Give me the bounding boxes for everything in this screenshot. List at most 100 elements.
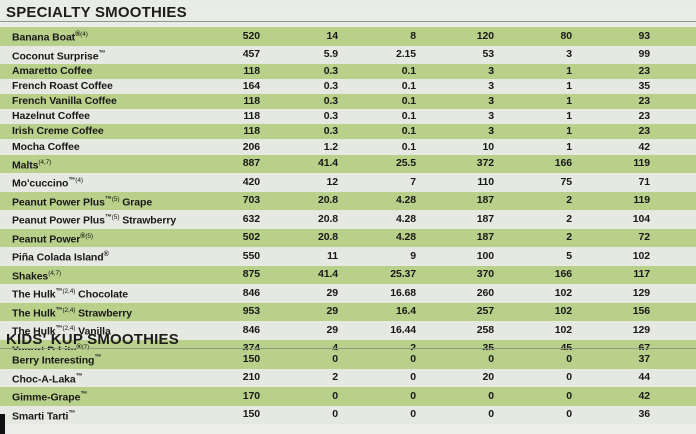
- nutrition-value-cell: 257: [476, 305, 494, 318]
- nutrition-value-cell: 502: [242, 231, 260, 244]
- nutrition-value-cell: 118: [243, 125, 260, 138]
- nutrition-value-cell: 632: [242, 212, 260, 225]
- trademark-symbol: ®: [80, 232, 86, 240]
- nutrition-value-cell: 20.8: [317, 231, 338, 244]
- trademark-symbol: ™: [104, 195, 112, 203]
- nutrition-value-cell: 0.3: [323, 125, 338, 138]
- nutrition-value-cell: 110: [477, 175, 494, 188]
- kids-kup-smoothies-table: Berry Interesting™150000037152Choc-A-Lak…: [0, 350, 696, 424]
- trademark-symbol: ™: [55, 306, 63, 314]
- nutrition-value-cell: 16.68: [390, 286, 416, 299]
- trademark-symbol: ®: [103, 251, 109, 259]
- product-name-cell: Berry Interesting™: [12, 354, 102, 367]
- product-name-cell: Mocha Coffee: [12, 140, 80, 153]
- nutrition-value-cell: 1: [566, 65, 572, 78]
- nutrition-value-cell: 2.15: [395, 48, 416, 61]
- product-name-cell: French Roast Coffee: [12, 80, 113, 93]
- nutrition-value-cell: 370: [476, 268, 494, 281]
- table-row: Peanut Power Plus™(5) Grape 703 20.8 4.28 18…: [0, 191, 696, 211]
- trademark-symbol: ™: [94, 354, 102, 361]
- table-row: Piña Colada Island®5501191005102163006: [0, 247, 696, 266]
- nutrition-value-cell: 0.3: [323, 110, 338, 123]
- nutrition-value-cell: 118: [243, 95, 260, 108]
- nutrition-value-cell: 0: [566, 389, 572, 402]
- nutrition-value-cell: 875: [242, 268, 260, 281]
- product-name-cell: Shakes(4,7): [12, 269, 62, 283]
- nutrition-value-cell: 3: [488, 80, 494, 93]
- footnote-reference: (2,4): [62, 306, 76, 314]
- nutrition-value-cell: 3: [566, 48, 572, 61]
- nutrition-value-cell: 120: [476, 29, 494, 42]
- table-row: Peanut Power Plus™(5) Strawberry 632 20.8 4…: [0, 210, 696, 229]
- section-header-specialty: SPECIALTY SMOOTHIES: [0, 4, 696, 22]
- trademark-symbol: ™: [80, 391, 88, 398]
- nutrition-value-cell: 41.4: [317, 157, 338, 170]
- nutrition-value-cell: 15: [666, 210, 696, 229]
- nutrition-value-cell: 187: [476, 231, 494, 244]
- nutrition-value-cell: 129: [632, 286, 650, 299]
- nutrition-value-cell: 12: [326, 175, 339, 188]
- trademark-symbol: ®: [76, 344, 81, 351]
- nutrition-value-cell: 104: [632, 212, 650, 225]
- footnote-reference: (4): [80, 31, 88, 38]
- table-row: The Hulk™(2,4) Chocolate 846 29 16.68 260 102…: [0, 284, 696, 303]
- nutrition-value-cell: 9: [410, 249, 416, 262]
- nutrition-value-cell: 102: [632, 249, 650, 262]
- nutrition-value-cell: 5: [566, 249, 572, 262]
- nutrition-value-cell: 11: [666, 27, 696, 46]
- product-name-cell: Peanut Power Plus™(5) Strawberry: [12, 214, 177, 227]
- nutrition-value-cell: 8: [666, 139, 696, 154]
- nutrition-value-cell: 23: [638, 65, 651, 78]
- nutrition-value-cell: 150: [242, 408, 260, 421]
- nutrition-value-cell: 0: [566, 408, 572, 421]
- nutrition-value-cell: 187: [476, 194, 494, 207]
- nutrition-value-cell: 0.1: [401, 95, 416, 108]
- nutrition-value-cell: 150: [242, 352, 260, 365]
- section-title-specialty: SPECIALTY SMOOTHIES: [6, 4, 187, 21]
- nutrition-value-cell: 0.1: [401, 80, 416, 93]
- nutrition-value-cell: 20.8: [317, 212, 338, 225]
- nutrition-value-cell: 1: [666, 387, 696, 406]
- nutrition-value-cell: 170: [242, 389, 260, 402]
- nutrition-value-cell: 0: [332, 408, 338, 421]
- nutrition-value-cell: 102: [554, 305, 572, 318]
- product-name-cell: The Hulk™(2,4) Chocolate: [12, 288, 129, 301]
- nutrition-value-cell: 953: [242, 305, 260, 318]
- product-name-cell: Amaretto Coffee: [12, 65, 93, 78]
- section-rule-specialty: [0, 21, 696, 22]
- nutrition-value-cell: 16: [666, 266, 696, 285]
- nutrition-value-cell: 0.3: [323, 65, 338, 78]
- nutrition-value-cell: 1: [566, 80, 572, 93]
- nutrition-value-cell: 0: [410, 352, 416, 365]
- product-name-cell: Peanut Power®(5): [12, 232, 93, 246]
- nutrition-value-cell: 8: [666, 46, 696, 65]
- footnote-reference: (4,7): [38, 158, 52, 166]
- nutrition-value-cell: 0.3: [323, 95, 338, 108]
- nutrition-value-cell: 20: [482, 371, 495, 384]
- nutrition-value-cell: 260: [476, 286, 494, 299]
- product-name-suffix: Grape: [119, 196, 153, 209]
- nutrition-value-cell: 1: [566, 110, 572, 123]
- nutrition-value-cell: 25.5: [395, 157, 416, 170]
- nutrition-value-cell: 100: [476, 249, 494, 262]
- nutrition-value-cell: 3: [488, 95, 494, 108]
- nutrition-value-cell: 41.4: [317, 268, 338, 281]
- nutrition-value-cell: 4: [666, 369, 696, 388]
- nutrition-value-cell: 887: [242, 157, 260, 170]
- nutrition-value-cell: 44: [638, 371, 651, 384]
- trademark-symbol: ™: [55, 325, 63, 333]
- trademark-symbol: ™: [98, 49, 106, 57]
- product-name-cell: The Hulk™(2,4) Strawberry: [12, 306, 133, 320]
- nutrition-value-cell: 3: [488, 110, 494, 123]
- nutrition-value-cell: 372: [476, 157, 494, 170]
- nutrition-value-cell: 258: [476, 323, 494, 336]
- trademark-symbol: ™: [55, 288, 63, 296]
- nutrition-value-cell: 1.2: [323, 140, 338, 153]
- nutrition-value-cell: 118: [243, 65, 260, 78]
- product-name-cell: Mo'cuccino™(4): [12, 177, 83, 190]
- trademark-symbol: ™: [68, 177, 76, 185]
